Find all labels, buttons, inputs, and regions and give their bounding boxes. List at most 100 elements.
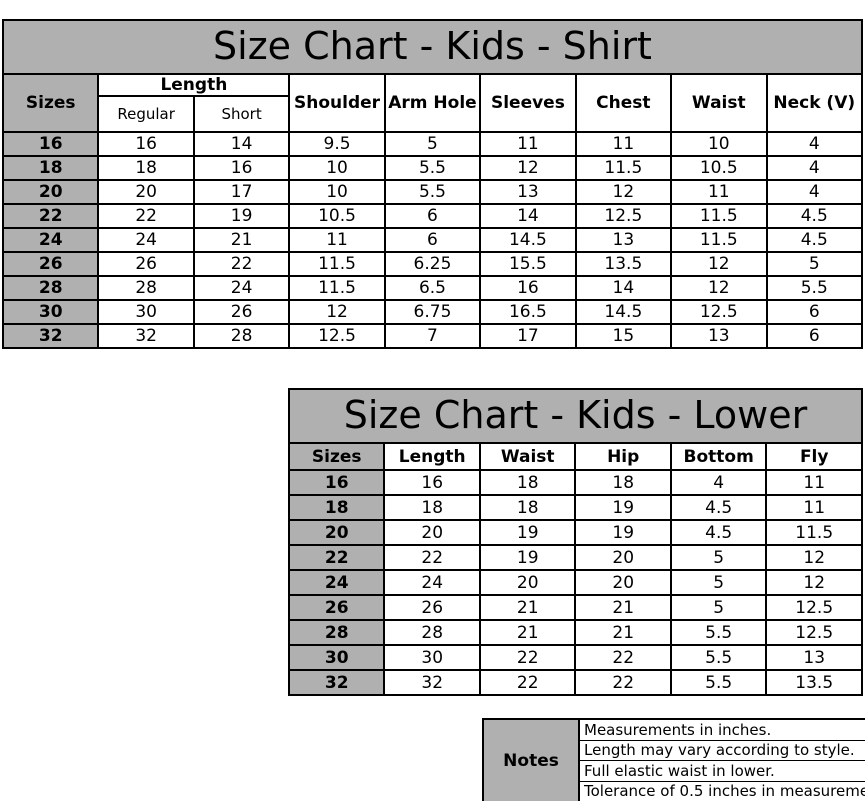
shirt-table-row: 24 24 21 11 6 14.5 13 11.5 4.5 [1,227,863,253]
shirt-table-cell: 24 [97,227,195,253]
shirt-table-cell: 19 [192,203,291,229]
shirt-table-cell: 22 [1,203,100,229]
shirt-table-cell: 22 [192,251,291,277]
lower-table-cell: 18 [478,469,577,496]
shirt-table-cell: 9.5 [288,131,386,157]
lower-table-cell: 5.5 [669,619,768,646]
shirt-table-row: 16 16 14 9.5 5 11 11 10 4 [1,131,863,157]
shirt-table-cell: 11.5 [670,227,768,253]
shirt-table-cell: 10 [288,155,386,181]
lower-table-cell: 24 [287,569,386,596]
lower-table-cell: 21 [574,594,672,621]
lower-chart-header: Size Chart - Kids - Lower Sizes Length Wai… [287,388,863,471]
lower-table-row: 26 26 21 21 5 12.5 [287,594,863,621]
lower-table-cell: 24 [383,569,481,596]
shirt-table-cell: 10.5 [288,203,386,229]
shirt-chart-title: Size Chart - Kids - Shirt [2,19,863,75]
shirt-table-cell: 32 [1,323,100,349]
shirt-table-cell: 26 [97,251,195,277]
lower-table-row: 16 16 18 18 4 11 [287,469,863,496]
shirt-table-cell: 21 [192,227,291,253]
shirt-table-cell: 15.5 [479,251,577,277]
shirt-table-cell: 11 [670,179,768,205]
shirt-table-cell: 16 [1,131,100,157]
shirt-header-row-2: Regular Short [3,95,862,133]
shirt-table-cell: 4 [765,131,863,157]
lower-table-cell: 22 [478,644,577,671]
lower-table-cell: 21 [478,594,577,621]
shirt-table-cell: 15 [574,323,673,349]
note-line: Length may vary according to style. [580,739,865,761]
lower-table-cell: 12.5 [765,619,863,646]
lower-table-cell: 20 [287,519,386,546]
lower-table-cell: 18 [574,469,672,496]
shirt-table-cell: 13 [670,323,768,349]
shirt-header-column: Sleeves [479,73,577,133]
shirt-table-cell: 16 [479,275,577,301]
shirt-table-cell: 18 [1,155,100,181]
lower-table-cell: 4.5 [669,494,768,521]
lower-table-cell: 5 [669,594,768,621]
shirt-chart-header: Size Chart - Kids - Shirt Sizes Length S… [1,19,863,133]
note-line: Full elastic waist in lower. [580,760,865,781]
lower-table-cell: 26 [287,594,386,621]
lower-table-cell: 5.5 [669,669,768,696]
lower-table-cell: 20 [383,519,481,546]
lower-table-cell: 5 [669,569,768,596]
lower-table-cell: 5 [669,544,768,571]
lower-header-column: Fly [765,442,863,471]
shirt-header-length-sub: Short [192,95,291,133]
shirt-header-column: Arm Hole [383,73,482,133]
lower-table-cell: 13 [765,644,863,671]
shirt-table-cell: 20 [97,179,195,205]
shirt-table-cell: 11.5 [574,155,673,181]
lower-table-cell: 18 [478,494,577,521]
lower-table-cell: 18 [287,494,386,521]
shirt-size-chart-table: Size Chart - Kids - Shirt Sizes Length S… [1,19,863,349]
lower-table-cell: 20 [574,569,672,596]
shirt-header-sizes: Sizes [1,73,100,133]
shirt-table-row: 20 20 17 10 5.5 13 12 11 4 [1,179,863,205]
shirt-table-cell: 20 [1,179,100,205]
lower-table-row: 30 30 22 22 5.5 13 [287,644,863,671]
shirt-table-cell: 11 [479,131,577,157]
shirt-table-cell: 30 [1,299,100,325]
shirt-table-cell: 6.25 [383,251,482,277]
lower-header-column: Sizes [287,442,386,471]
shirt-header-column: Neck (V) [765,73,863,133]
shirt-table-cell: 17 [192,179,291,205]
lower-table-cell: 28 [383,619,481,646]
shirt-table-cell: 10 [670,131,768,157]
shirt-table-cell: 5.5 [383,155,482,181]
lower-table-cell: 22 [574,669,672,696]
shirt-table-cell: 16.5 [479,299,577,325]
shirt-header-length-group: Length [97,73,291,97]
shirt-table-cell: 6.75 [383,299,482,325]
shirt-table-cell: 28 [1,275,100,301]
lower-table-cell: 12 [765,544,863,571]
shirt-table-cell: 13.5 [574,251,673,277]
shirt-header-column: Chest [574,73,673,133]
lower-table-cell: 32 [287,669,386,696]
notes-lines: Measurements in inches. Length may vary a… [580,720,865,801]
shirt-table-row: 22 22 19 10.5 6 14 12.5 11.5 4.5 [1,203,863,229]
shirt-table-cell: 13 [574,227,673,253]
lower-table-cell: 5.5 [669,644,768,671]
notes-panel: Notes Measurements in inches. Length may … [482,718,865,801]
lower-header-column: Hip [574,442,672,471]
lower-header-column: Length [383,442,481,471]
lower-table-cell: 12.5 [765,594,863,621]
lower-table-cell: 30 [287,644,386,671]
shirt-table-cell: 12 [288,299,386,325]
shirt-table-cell: 17 [479,323,577,349]
shirt-table-cell: 11.5 [288,275,386,301]
shirt-table-cell: 6 [383,227,482,253]
shirt-table-cell: 24 [192,275,291,301]
lower-table-cell: 11 [765,469,863,496]
lower-table-cell: 16 [383,469,481,496]
shirt-title-row: Size Chart - Kids - Shirt [2,19,863,75]
shirt-table-row: 18 18 16 10 5.5 12 11.5 10.5 4 [1,155,863,181]
lower-table-cell: 22 [383,544,481,571]
lower-table-cell: 4.5 [669,519,768,546]
lower-table-cell: 19 [478,544,577,571]
